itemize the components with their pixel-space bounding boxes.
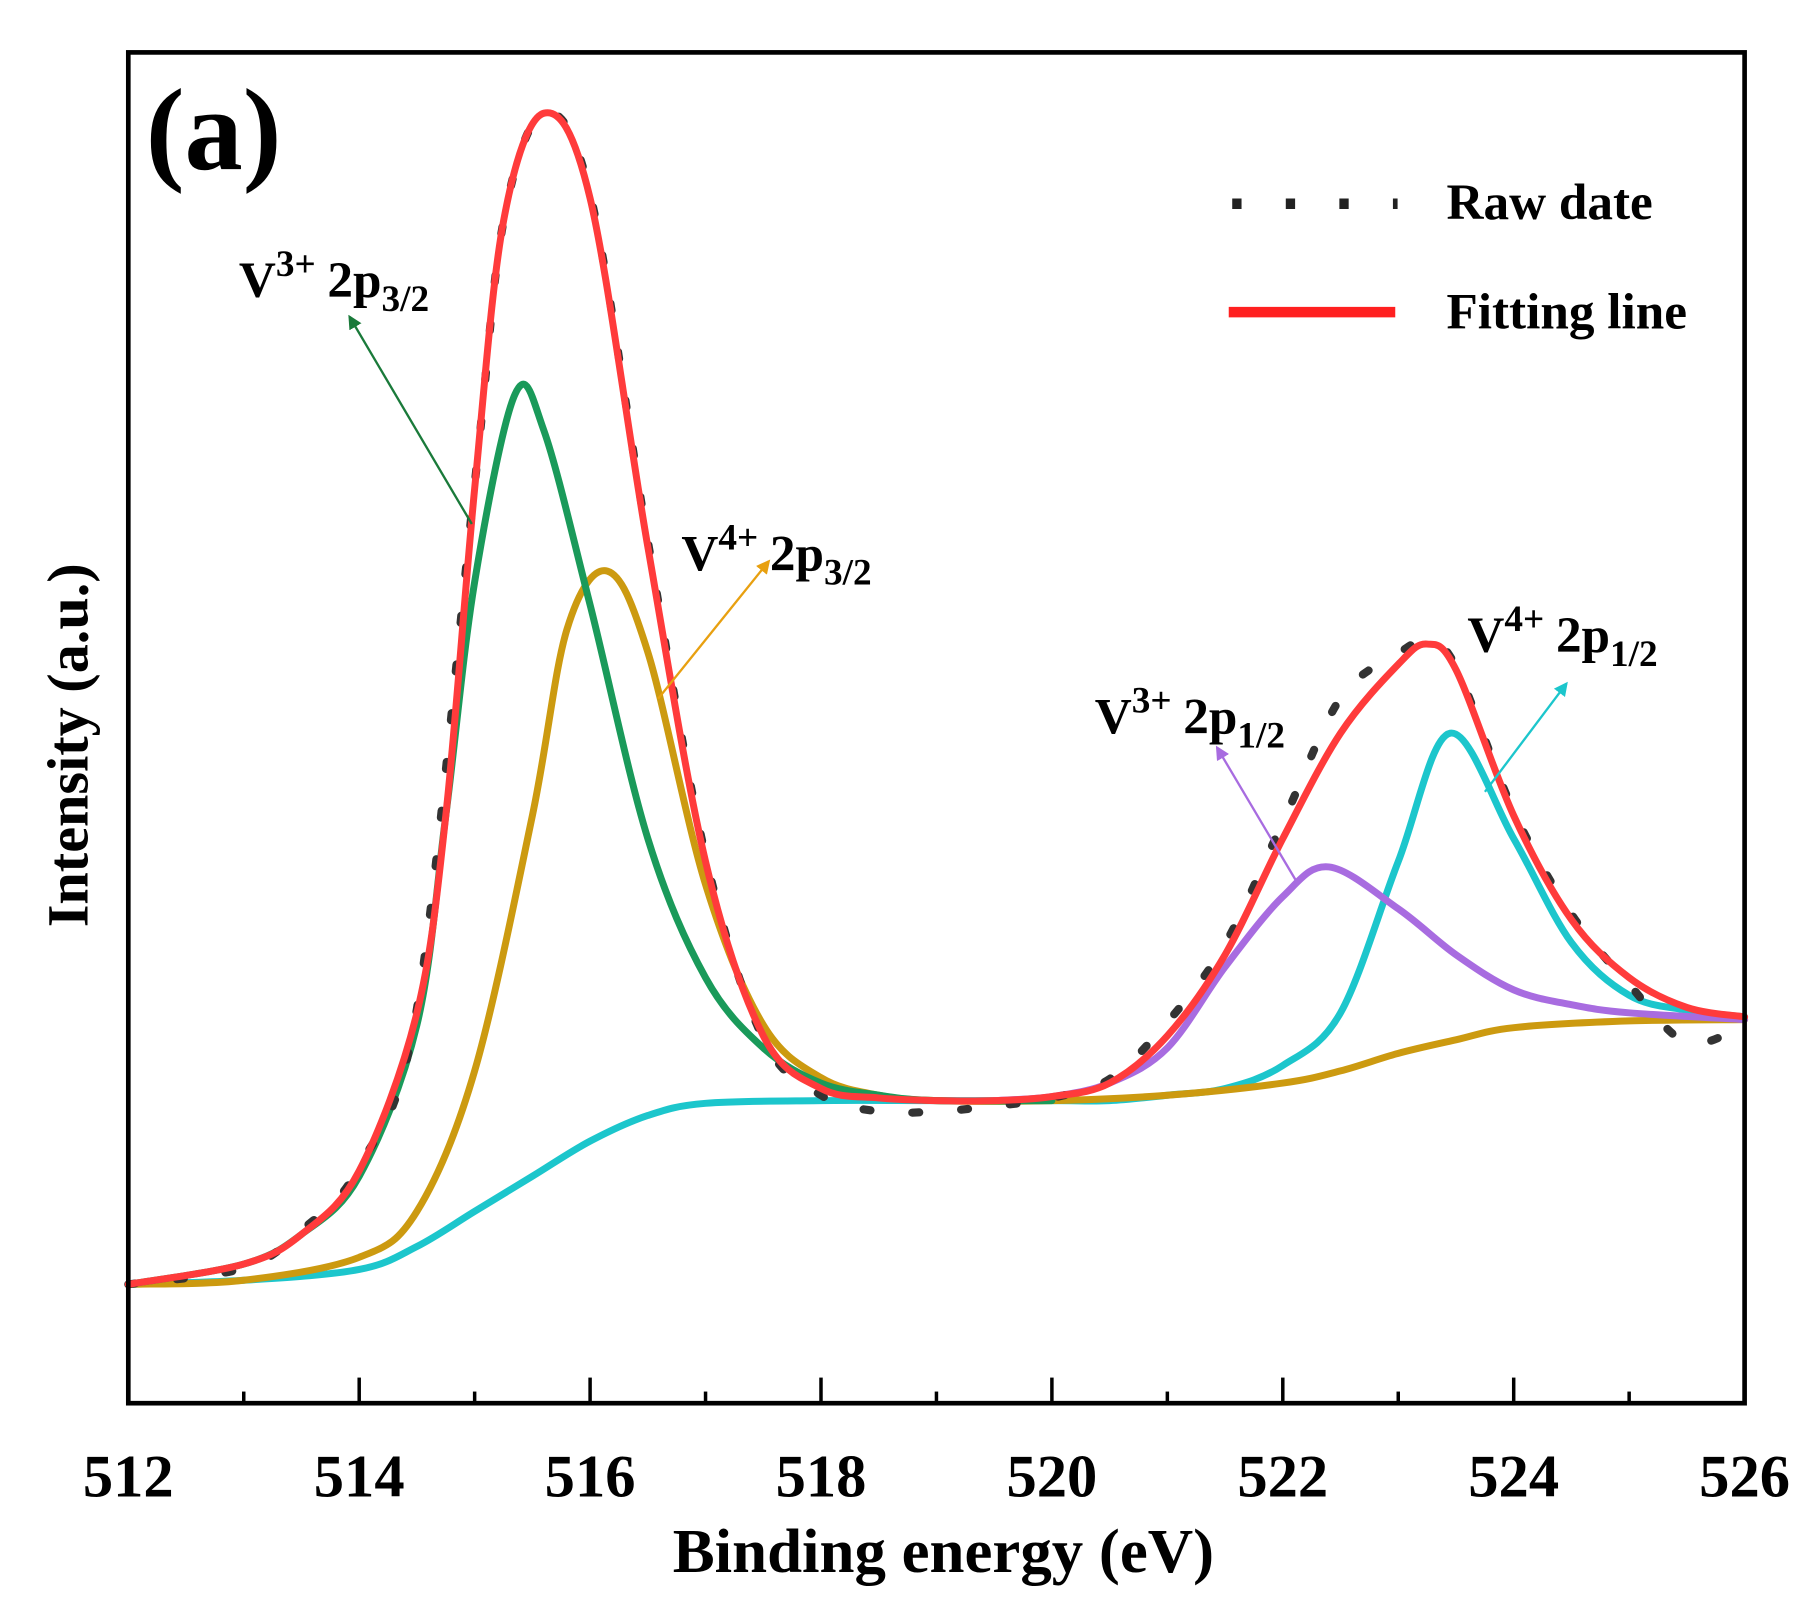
x-tick-label: 518 (776, 1443, 867, 1510)
v4-2p32-component (124, 567, 1749, 1288)
peak-label: V3+ 2p1/2 (1095, 681, 1285, 757)
series-layer (124, 108, 1749, 1289)
x-tick-label: 524 (1468, 1443, 1559, 1510)
annotation-arrow (1483, 681, 1568, 793)
v3-2p32-component (124, 380, 1056, 1288)
peak-label: V4+ 2p1/2 (1467, 599, 1657, 675)
x-axis-label: Binding energy (eV) (673, 1516, 1214, 1586)
annotation-arrow (1215, 745, 1300, 886)
x-tick-label: 516 (545, 1443, 636, 1510)
legend-raw-label: Raw date (1446, 174, 1652, 231)
x-tick-label: 512 (83, 1443, 174, 1510)
x-tick-label: 520 (1006, 1443, 1097, 1510)
peak-label: V3+ 2p3/2 (239, 244, 429, 320)
panel-label: (a) (146, 66, 282, 195)
x-tick-label: 526 (1699, 1443, 1790, 1510)
x-ticks: 512 514 516 518 520 522 524 526 (83, 1377, 1790, 1510)
y-axis-label: Intensity (a.u.) (36, 563, 101, 927)
fitting-line-series (124, 109, 1749, 1288)
peak-label: V4+ 2p3/2 (681, 518, 871, 594)
x-tick-label: 522 (1237, 1443, 1328, 1510)
annotation-arrow (657, 559, 771, 700)
legend: Raw date Fitting line (1228, 174, 1687, 340)
legend-fit-label: Fitting line (1446, 283, 1686, 340)
x-tick-label: 514 (314, 1443, 405, 1510)
v4-2p12-background-component (124, 729, 1749, 1288)
peak-annotations: V3+ 2p3/2 V4+ 2p3/2 V3+ 2p1/2 V4+ 2p1/2 (239, 244, 1658, 886)
annotation-arrow (348, 314, 473, 525)
